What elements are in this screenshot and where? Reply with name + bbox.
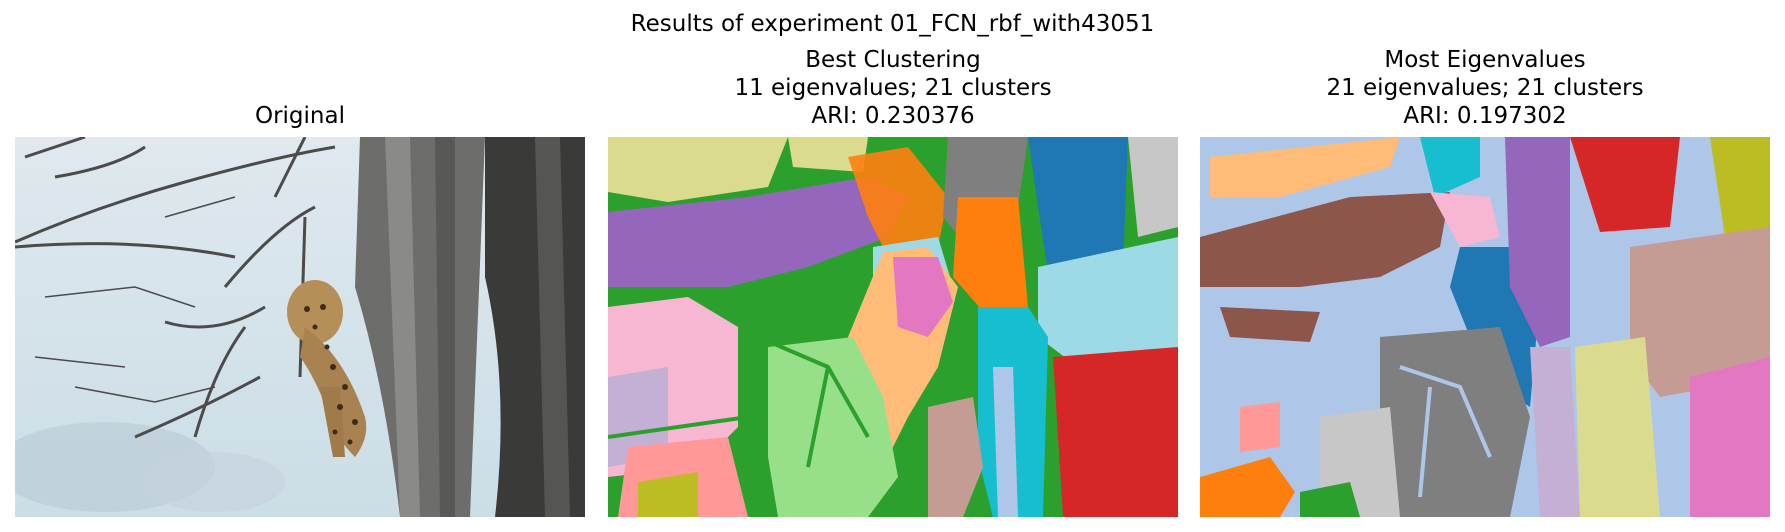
panel-title-original: Original (15, 102, 585, 130)
panel-title-line: 21 eigenvalues; 21 clusters (1326, 75, 1644, 101)
panel-title-most-eigenvalues: Most Eigenvalues 21 eigenvalues; 21 clus… (1200, 46, 1770, 130)
panel-title-line: Best Clustering (805, 47, 981, 73)
panel-title-best-clustering: Best Clustering 11 eigenvalues; 21 clust… (608, 46, 1178, 130)
panel-most-eigenvalues: Most Eigenvalues 21 eigenvalues; 21 clus… (1200, 0, 1770, 532)
figure-suptitle: Results of experiment 01_FCN_rbf_with430… (630, 11, 1155, 37)
panel-best-clustering: Best Clustering 11 eigenvalues; 21 clust… (608, 0, 1178, 532)
panel-title-line: Original (254, 103, 345, 129)
best-clustering-image (608, 137, 1178, 517)
panel-title-line: Most Eigenvalues (1384, 47, 1586, 73)
panel-title-line: ARI: 0.197302 (1403, 103, 1567, 129)
panel-title-line: ARI: 0.230376 (811, 103, 975, 129)
most-eigenvalues-image (1200, 137, 1770, 517)
panel-title-line: 11 eigenvalues; 21 clusters (734, 75, 1052, 101)
original-image (15, 137, 585, 517)
panel-original: Original (15, 0, 585, 532)
